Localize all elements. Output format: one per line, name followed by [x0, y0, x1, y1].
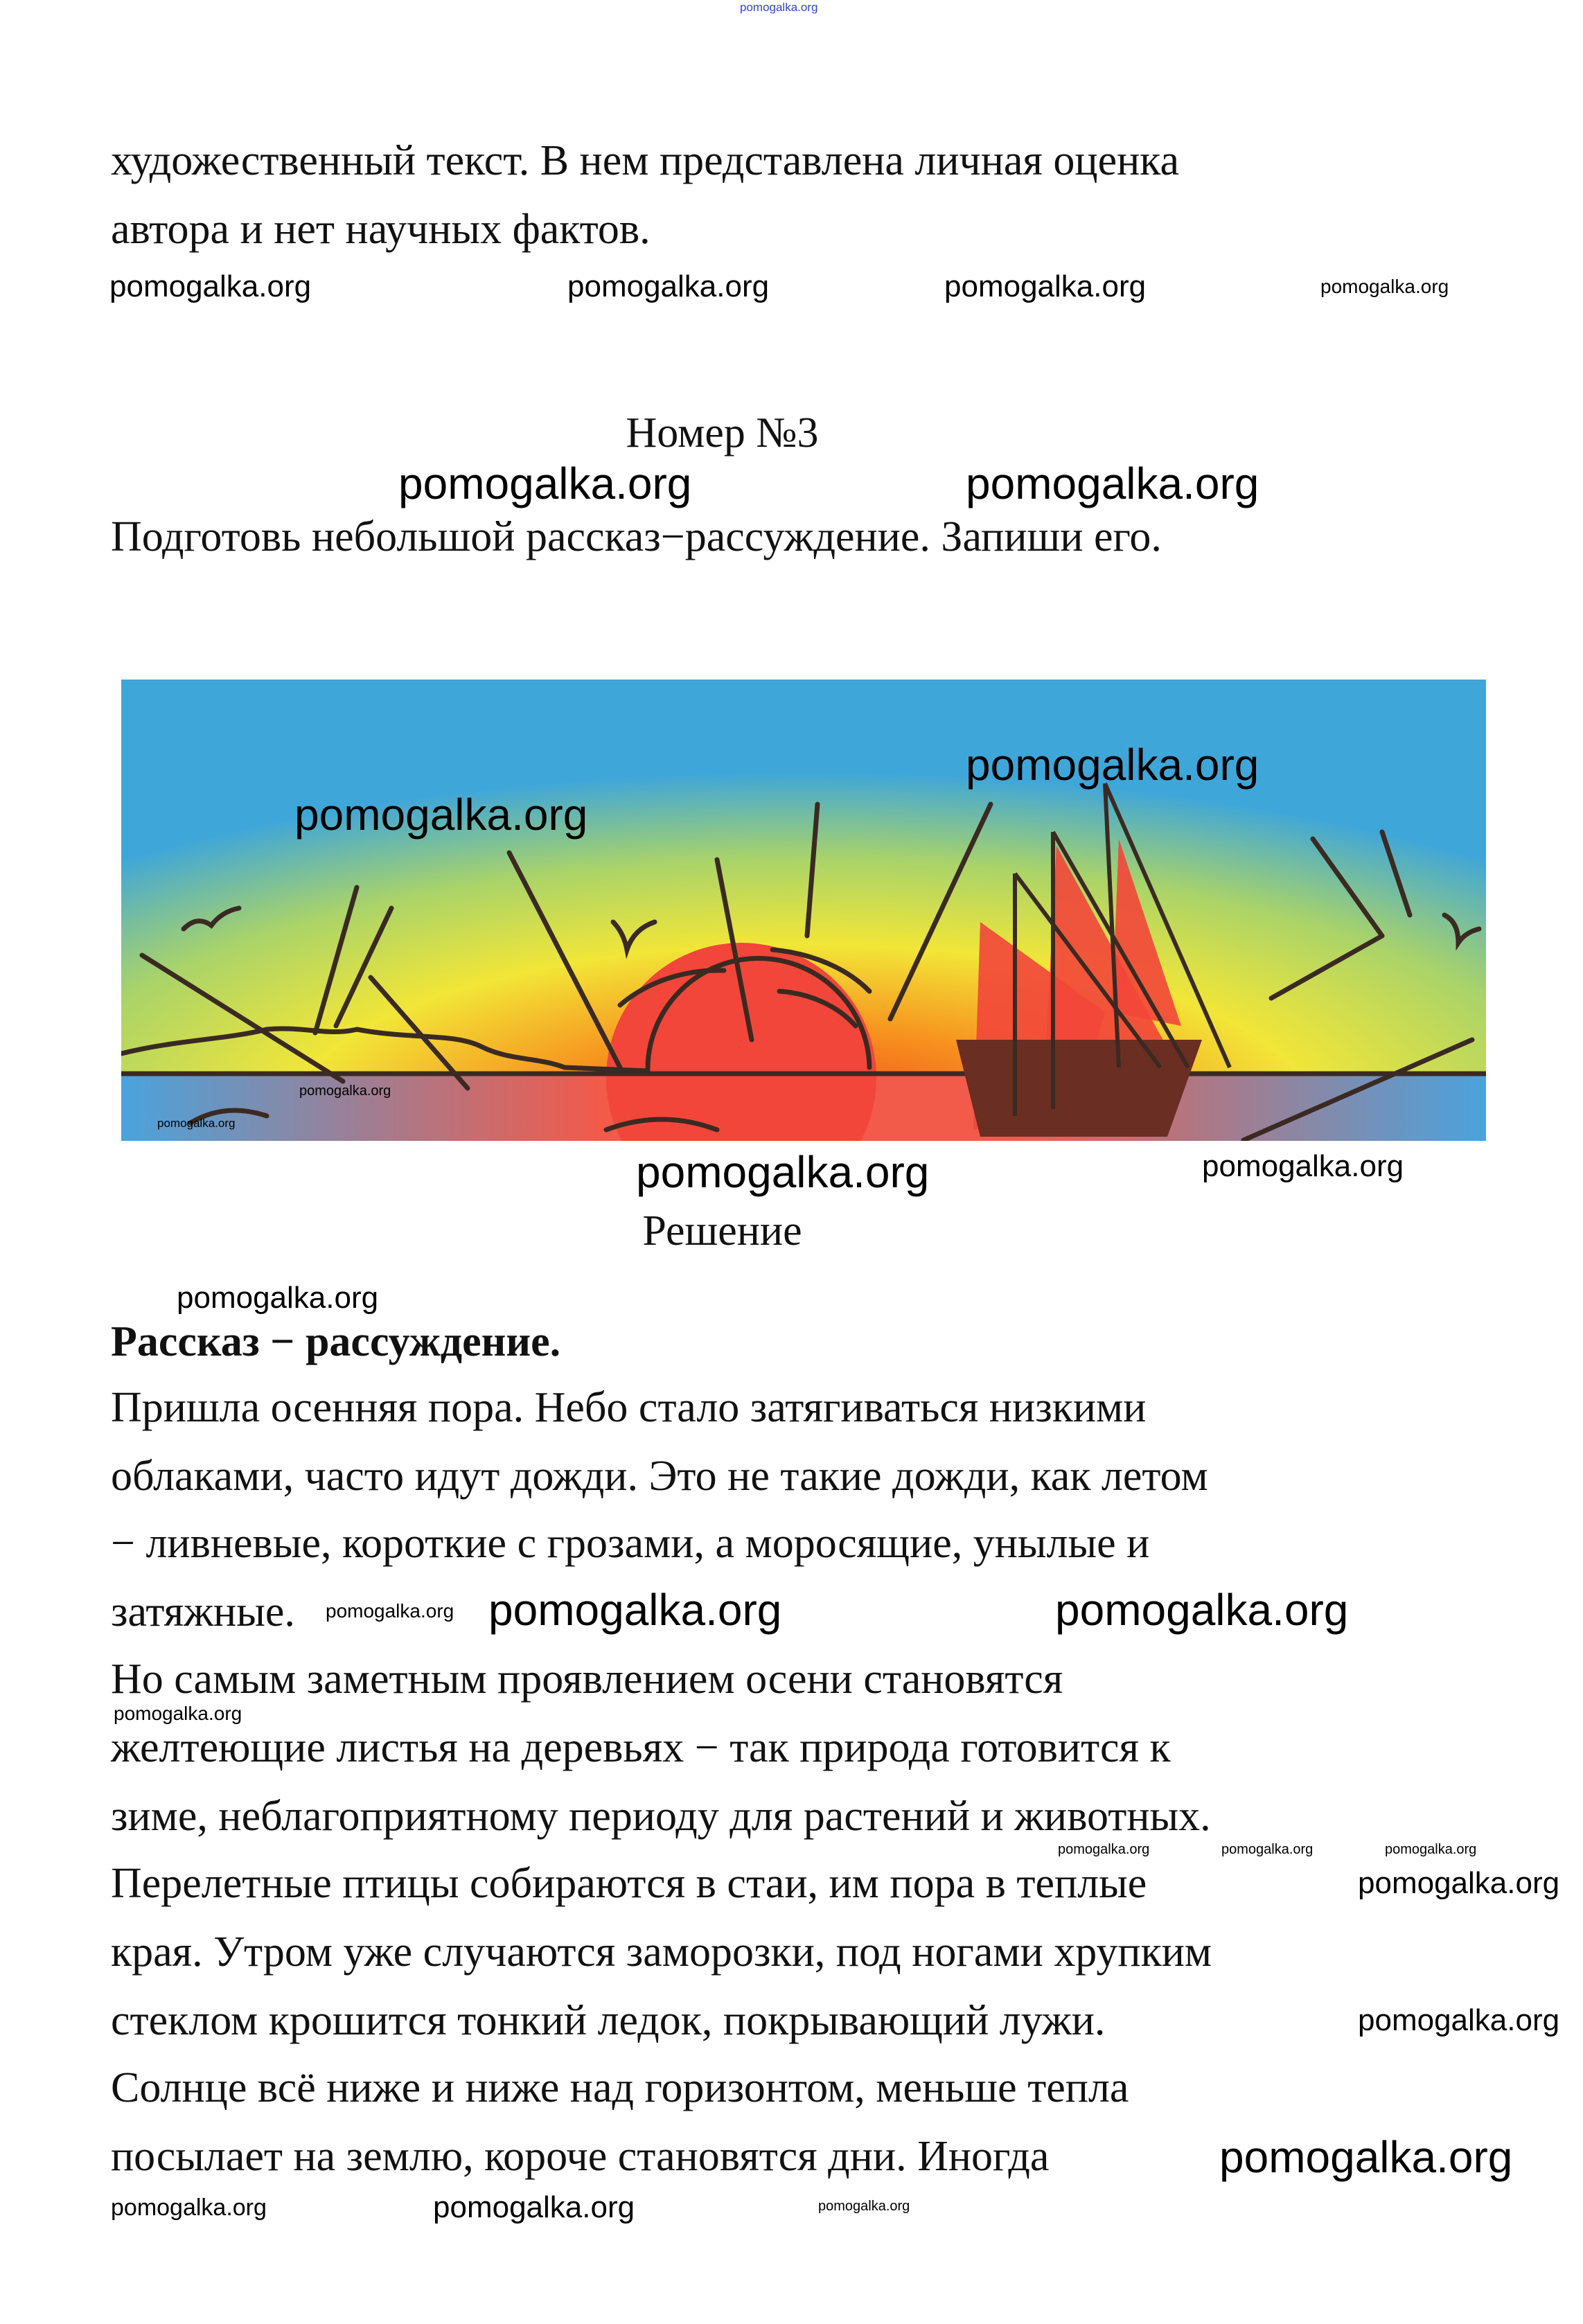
text-line: желтеющие листья на деревьях − так приро…: [111, 1724, 1171, 1771]
watermark: pomogalka.org: [114, 1703, 242, 1724]
watermark: pomogalka.org: [818, 2199, 910, 2214]
text-line: Но самым заметным проявлением осени стан…: [111, 1656, 1063, 1703]
task-prompt: Подготовь небольшой рассказ−рассуждение.…: [111, 513, 1162, 560]
watermark: pomogalka.org: [1358, 2003, 1560, 2037]
watermark: pomogalka.org: [111, 2194, 267, 2221]
sun-rays: [121, 801, 1486, 1141]
watermark: pomogalka.org: [1055, 1585, 1349, 1635]
watermark: pomogalka.org: [433, 2190, 635, 2224]
watermark: pomogalka.org: [109, 269, 312, 303]
watermark: pomogalka.org: [1385, 1842, 1477, 1857]
watermark: pomogalka.org: [1219, 2132, 1513, 2182]
watermark: pomogalka.org: [1320, 276, 1449, 297]
bird: [181, 905, 242, 932]
text-line: облаками, часто идут дожди. Это не такие…: [111, 1453, 1208, 1500]
watermark: pomogalka.org: [1058, 1842, 1150, 1857]
header-watermark: pomogalka.org: [740, 1, 818, 14]
watermark: pomogalka.org: [1358, 1866, 1560, 1900]
watermark: pomogalka.org: [157, 1117, 236, 1130]
watermark: pomogalka.org: [398, 459, 692, 508]
text-line: Перелетные птицы собираются в стаи, им п…: [111, 1860, 1147, 1907]
text-line: посылает на землю, короче становятся дни…: [111, 2133, 1050, 2180]
watermark: pomogalka.org: [966, 459, 1259, 508]
watermark: pomogalka.org: [567, 269, 770, 303]
sunset-sailboat-illustration: [121, 680, 1486, 1141]
watermark: pomogalka.org: [326, 1600, 454, 1622]
watermark: pomogalka.org: [294, 790, 588, 840]
text-line: затяжные.: [111, 1588, 295, 1635]
watermark: pomogalka.org: [299, 1083, 391, 1099]
watermark: pomogalka.org: [636, 1147, 930, 1197]
bird: [1442, 912, 1482, 951]
coastline: [121, 1026, 651, 1074]
intro-line-1: художественный текст. В нем представлена…: [111, 137, 1180, 184]
text-line: Пришла осенняя пора. Небо стало затягива…: [111, 1384, 1147, 1431]
sun: [606, 943, 876, 1141]
watermark: pomogalka.org: [488, 1585, 782, 1635]
watermark: pomogalka.org: [177, 1281, 379, 1315]
text-line: края. Утром уже случаются заморозки, под…: [111, 1928, 1212, 1976]
watermark: pomogalka.org: [966, 740, 1259, 790]
watermark: pomogalka.org: [1202, 1149, 1404, 1183]
watermark: pomogalka.org: [944, 269, 1147, 303]
text-line: стеклом крошится тонкий ледок, покрывающ…: [111, 1997, 1106, 2044]
intro-line-2: автора и нет научных фактов.: [111, 206, 651, 253]
bird: [610, 919, 657, 959]
text-line: зиме, неблагоприятному периоду для расте…: [111, 1793, 1211, 1840]
solution-heading: Рассказ − рассуждение.: [111, 1318, 561, 1365]
task-title: Номер №3: [626, 409, 819, 456]
text-line: Солнце всё ниже и ниже над горизонтом, м…: [111, 2064, 1129, 2111]
watermark: pomogalka.org: [1221, 1842, 1314, 1857]
solution-title: Решение: [642, 1207, 802, 1254]
text-line: − ливневые, короткие с грозами, а морося…: [111, 1520, 1150, 1567]
sailboat: [956, 782, 1232, 1137]
